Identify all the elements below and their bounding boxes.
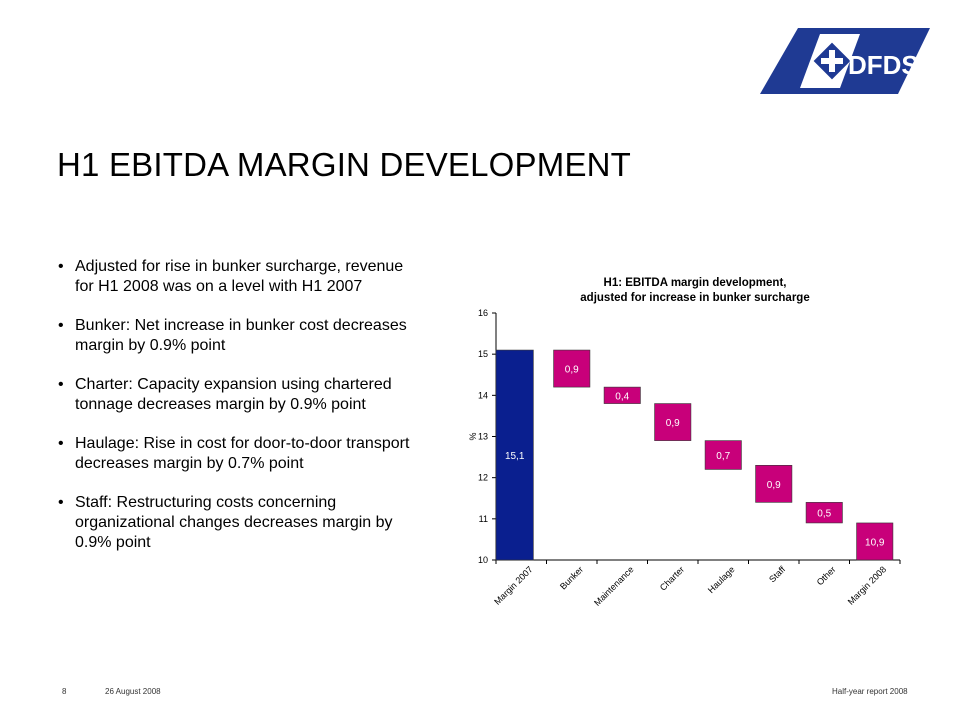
bullet-dot-icon: • <box>58 258 64 275</box>
bullet-item: • Staff: Restructuring costs concerning o… <box>58 494 393 551</box>
bar <box>856 522 894 561</box>
y-tick-label: 11 <box>479 514 488 524</box>
bullet-item: • Adjusted for rise in bunker surcharge, … <box>58 258 404 295</box>
bar <box>603 386 641 404</box>
bar <box>805 502 843 524</box>
chart-title-line2: adjusted for increase in bunker surcharg… <box>580 292 810 304</box>
logo-cross-icon <box>813 42 851 80</box>
bullet-dot-icon: • <box>58 376 64 393</box>
page-number: 8 <box>62 687 67 696</box>
bar-label: 0,5 <box>817 509 831 520</box>
bullet-dot-icon: • <box>58 435 64 452</box>
category-label: Haulage <box>706 564 737 595</box>
bar-label: 0,9 <box>565 365 579 376</box>
bullet-item: • Charter: Capacity expansion using chart… <box>58 376 392 413</box>
bullet-dot-icon: • <box>58 494 64 511</box>
y-tick-label: 16 <box>478 308 488 318</box>
waterfall-chart: 10 11 12 13 14 15 16% 15,1 0,9 0,4 0,9 0,7 0,9 0,5 10,… <box>468 308 901 608</box>
y-tick-label: 12 <box>478 473 488 483</box>
bullet-item: • Bunker: Net increase in bunker cost dec… <box>58 317 407 354</box>
chart-title: H1: EBITDA margin development, adjusted … <box>520 276 870 306</box>
category-label: Bunker <box>558 564 585 591</box>
page-title: H1 EBITDA MARGIN DEVELOPMENT <box>57 146 632 183</box>
bullet-item: • Haulage: Rise in cost for door-to-door … <box>58 435 410 472</box>
footer-date: 26 August 2008 <box>105 687 161 696</box>
bullet-list: • Adjusted for rise in bunker surcharge, … <box>58 257 418 572</box>
dfds-logo: DFDS <box>760 28 930 94</box>
bar-label: 0,7 <box>716 451 730 462</box>
bar-label: 10,9 <box>865 537 885 548</box>
bar-label: 0,9 <box>666 418 680 429</box>
bar <box>654 403 692 441</box>
logo-text: DFDS <box>848 50 919 80</box>
category-label: Staff <box>767 564 787 584</box>
footer-report: Half-year report 2008 <box>832 687 908 696</box>
bar <box>495 349 534 561</box>
y-tick-label: 14 <box>478 390 488 400</box>
y-tick-label: 10 <box>478 555 488 565</box>
y-axis-label: % <box>468 432 478 440</box>
category-label: Charter <box>658 564 686 592</box>
y-tick-label: 15 <box>478 349 488 359</box>
bullet-dot-icon: • <box>58 317 64 334</box>
bar-label: 15,1 <box>505 451 525 462</box>
category-label: Other <box>815 564 838 587</box>
bar-label: 0,4 <box>615 391 629 402</box>
category-label: Margin 2007 <box>492 564 534 606</box>
category-label: Maintenance <box>592 564 636 608</box>
bar <box>755 465 793 503</box>
bar <box>704 440 742 470</box>
category-label: Margin 2008 <box>846 564 888 606</box>
bar <box>553 349 591 388</box>
y-tick-label: 13 <box>478 432 488 442</box>
chart-title-line1: H1: EBITDA margin development, <box>603 277 787 289</box>
bar-label: 0,9 <box>767 480 781 491</box>
